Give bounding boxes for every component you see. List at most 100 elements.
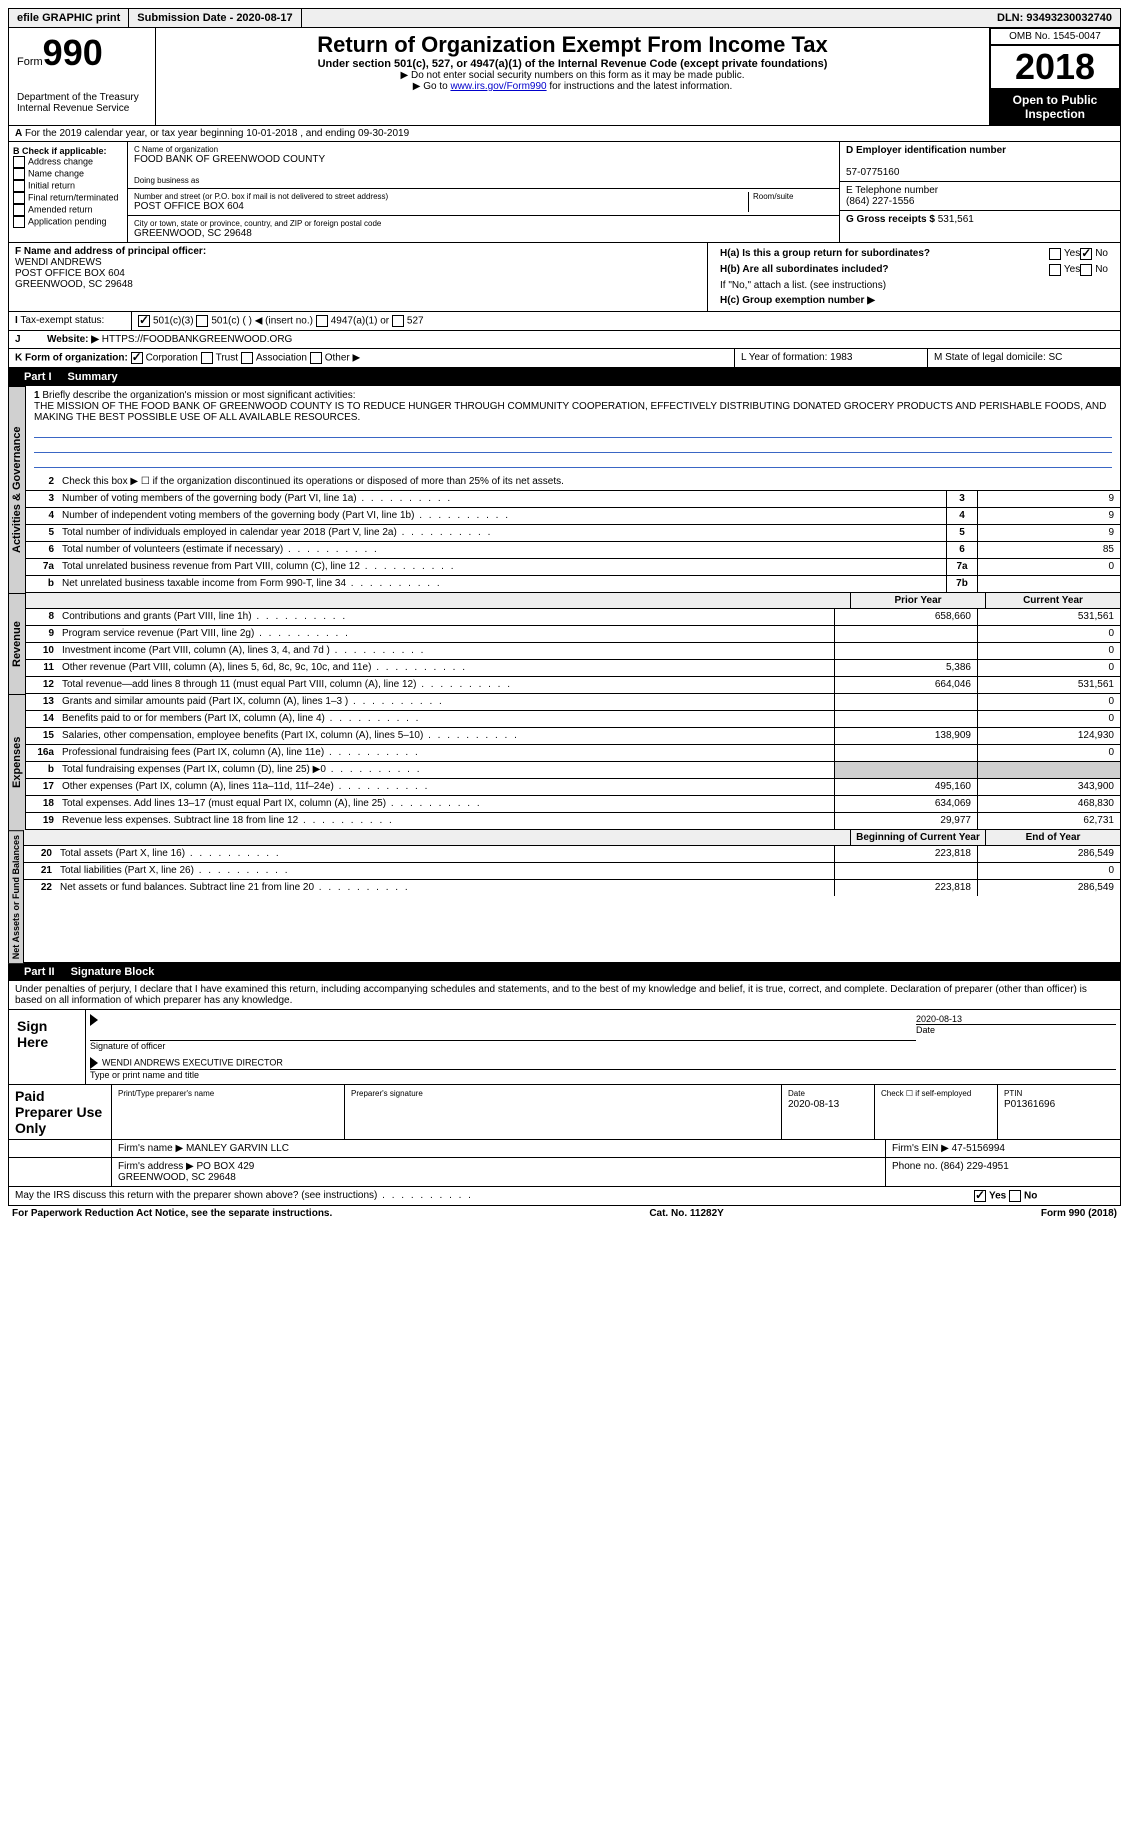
col-prior: Prior Year <box>850 593 985 608</box>
d-label: D Employer identification number <box>846 145 1006 156</box>
checkbox-initial-return[interactable] <box>13 180 25 192</box>
paid-preparer-label: Paid Preparer Use Only <box>9 1085 112 1139</box>
addr-label: Number and street (or P.O. box if mail i… <box>134 192 748 201</box>
line2-text: Check this box ▶ ☐ if the organization d… <box>58 474 1120 490</box>
part2-num: Part II <box>16 966 63 978</box>
section-expenses: Expenses 13Grants and similar amounts pa… <box>8 694 1121 830</box>
footer-right: Form 990 (2018) <box>1041 1208 1117 1219</box>
irs-link[interactable]: www.irs.gov/Form990 <box>450 81 546 92</box>
hb-no[interactable] <box>1080 264 1092 276</box>
cb-label-initial: Initial return <box>28 180 75 190</box>
ptin: P01361696 <box>1004 1099 1055 1110</box>
submission-date: Submission Date - 2020-08-17 <box>129 9 301 27</box>
discuss-yes[interactable] <box>974 1190 986 1202</box>
gov-row: bNet unrelated business taxable income f… <box>26 576 1120 592</box>
signature-block: Sign Here Signature of officer 2020-08-1… <box>8 1010 1121 1085</box>
ha-label: H(a) Is this a group return for subordin… <box>720 248 1049 260</box>
section-netassets: Net Assets or Fund Balances Beginning of… <box>8 830 1121 963</box>
hb-yes[interactable] <box>1049 264 1061 276</box>
org-name: FOOD BANK OF GREENWOOD COUNTY <box>134 154 833 165</box>
instr-goto: ▶ Go to www.irs.gov/Form990 for instruct… <box>164 81 981 92</box>
arrow-icon <box>90 1057 98 1069</box>
data-row: 12Total revenue—add lines 8 through 11 (… <box>26 677 1120 693</box>
preparer-block: Paid Preparer Use Only Print/Type prepar… <box>8 1085 1121 1187</box>
cb-501c[interactable] <box>196 315 208 327</box>
part1-num: Part I <box>16 371 60 383</box>
hb-note: If "No," attach a list. (see instruction… <box>714 278 1114 293</box>
checkbox-amended[interactable] <box>13 204 25 216</box>
m-state-domicile: M State of legal domicile: SC <box>928 349 1120 367</box>
tax-year-badge: 2018 <box>990 45 1120 89</box>
org-info-block: B Check if applicable: Address change Na… <box>8 142 1121 243</box>
checkbox-final-return[interactable] <box>13 192 25 204</box>
arrow-icon <box>90 1014 98 1026</box>
checkbox-app-pending[interactable] <box>13 216 25 228</box>
org-address: POST OFFICE BOX 604 <box>134 201 748 212</box>
cb-501c3[interactable] <box>138 315 150 327</box>
officer-addr2: GREENWOOD, SC 29648 <box>15 279 133 290</box>
opt-501c: 501(c) ( ) ◀ (insert no.) <box>211 316 313 327</box>
public-inspection-badge: Open to Public Inspection <box>990 89 1120 125</box>
gov-row: 7aTotal unrelated business revenue from … <box>26 559 1120 576</box>
website-label: Website: ▶ <box>47 334 99 345</box>
data-row: 17Other expenses (Part IX, column (A), l… <box>26 779 1120 796</box>
col-b-label: B Check if applicable: <box>13 146 107 156</box>
opt-trust: Trust <box>216 353 238 364</box>
opt-527: 527 <box>407 316 424 327</box>
data-row: 14Benefits paid to or for members (Part … <box>26 711 1120 728</box>
ha-yes[interactable] <box>1049 248 1061 260</box>
discuss-row: May the IRS discuss this return with the… <box>8 1187 1121 1206</box>
header: Form990 Department of the Treasury Inter… <box>8 28 1121 126</box>
firm-addr1: PO BOX 429 <box>197 1161 255 1172</box>
mission-line <box>34 440 1112 453</box>
org-city: GREENWOOD, SC 29648 <box>134 228 833 239</box>
e-label: E Telephone number <box>846 185 938 196</box>
g-label: G Gross receipts $ <box>846 214 935 225</box>
mission-text: THE MISSION OF THE FOOD BANK OF GREENWOO… <box>34 401 1106 423</box>
section-revenue: Revenue Prior YearCurrent Year 8Contribu… <box>8 593 1121 694</box>
website-value: HTTPS://FOODBANKGREENWOOD.ORG <box>102 334 293 345</box>
footer-mid: Cat. No. 11282Y <box>649 1208 723 1219</box>
cb-corp[interactable] <box>131 352 143 364</box>
ha-no[interactable] <box>1080 248 1092 260</box>
checkbox-address-change[interactable] <box>13 156 25 168</box>
discuss-text: May the IRS discuss this return with the… <box>15 1190 377 1201</box>
officer-name: WENDI ANDREWS <box>15 257 102 268</box>
l-year-formation: L Year of formation: 1983 <box>735 349 928 367</box>
topbar: efile GRAPHIC print Submission Date - 20… <box>8 8 1121 28</box>
phone: (864) 227-1556 <box>846 196 914 207</box>
form-number: 990 <box>43 32 103 73</box>
data-row: 11Other revenue (Part VIII, column (A), … <box>26 660 1120 677</box>
data-row: 16aProfessional fundraising fees (Part I… <box>26 745 1120 762</box>
cb-527[interactable] <box>392 315 404 327</box>
efile-label[interactable]: efile GRAPHIC print <box>9 9 129 27</box>
f-label: F Name and address of principal officer: <box>15 246 206 257</box>
revenue-vlabel: Revenue <box>8 593 26 694</box>
col-b-checkboxes: B Check if applicable: Address change Na… <box>9 142 128 242</box>
cb-4947[interactable] <box>316 315 328 327</box>
cb-trust[interactable] <box>201 352 213 364</box>
data-row: 19Revenue less expenses. Subtract line 1… <box>26 813 1120 829</box>
discuss-no[interactable] <box>1009 1190 1021 1202</box>
data-row: 13Grants and similar amounts paid (Part … <box>26 694 1120 711</box>
sig-officer-label: Signature of officer <box>90 1041 165 1051</box>
prep-name-label: Print/Type preparer's name <box>118 1089 214 1098</box>
dba-label: Doing business as <box>134 176 833 185</box>
ptin-label: PTIN <box>1004 1089 1022 1098</box>
opt-4947: 4947(a)(1) or <box>331 316 389 327</box>
firm-ein: 47-5156994 <box>952 1143 1005 1154</box>
tax-year-line: A For the 2019 calendar year, or tax yea… <box>8 126 1121 142</box>
cb-label-pending: Application pending <box>28 216 107 226</box>
no-label: No <box>1024 1191 1037 1202</box>
cb-assoc[interactable] <box>241 352 253 364</box>
type-name-label: Type or print name and title <box>90 1070 199 1080</box>
firm-addr-label: Firm's address ▶ <box>118 1161 194 1172</box>
penalty-text: Under penalties of perjury, I declare th… <box>8 981 1121 1010</box>
cb-other[interactable] <box>310 352 322 364</box>
data-row: 20Total assets (Part X, line 16)223,8182… <box>24 846 1120 863</box>
footer-left: For Paperwork Reduction Act Notice, see … <box>12 1208 332 1219</box>
gov-row: 4Number of independent voting members of… <box>26 508 1120 525</box>
opt-assoc: Association <box>256 353 307 364</box>
checkbox-name-change[interactable] <box>13 168 25 180</box>
part2-title: Signature Block <box>71 966 155 978</box>
